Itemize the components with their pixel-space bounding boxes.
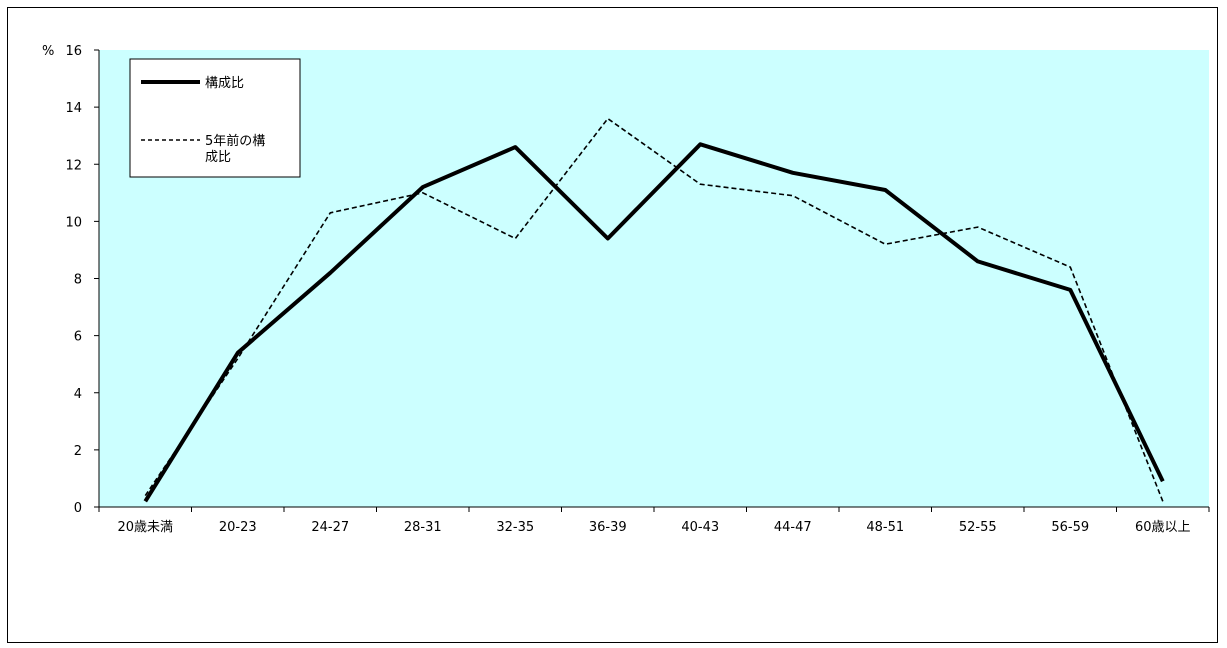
x-tick-label-5: 36-39 bbox=[589, 520, 627, 535]
y-tick-label-12: 12 bbox=[65, 158, 82, 173]
y-tick-label-10: 10 bbox=[65, 215, 82, 230]
y-tick-label-14: 14 bbox=[65, 101, 82, 116]
y-axis-label: % bbox=[42, 44, 54, 59]
x-tick-label-1: 20-23 bbox=[219, 520, 257, 535]
x-tick-label-8: 48-51 bbox=[866, 520, 904, 535]
x-tick-label-2: 24-27 bbox=[311, 520, 349, 535]
y-tick-label-6: 6 bbox=[74, 330, 82, 345]
x-tick-label-6: 40-43 bbox=[681, 520, 719, 535]
legend-label-0: 構成比 bbox=[205, 76, 244, 91]
y-tick-label-8: 8 bbox=[74, 273, 82, 288]
legend-box bbox=[129, 58, 301, 178]
x-tick-label-9: 52-55 bbox=[959, 520, 997, 535]
series-group bbox=[143, 117, 1165, 503]
x-tick-label-7: 44-47 bbox=[774, 520, 812, 535]
x-tick-label-10: 56-59 bbox=[1051, 520, 1089, 535]
x-tick-label-0: 20歳未満 bbox=[117, 520, 173, 535]
x-tick-label-3: 28-31 bbox=[404, 520, 442, 535]
y-tick-label-4: 4 bbox=[74, 387, 82, 402]
y-tick-label-2: 2 bbox=[74, 444, 82, 459]
legend: 構成比 5年前の構 成比 bbox=[129, 58, 301, 178]
y-tick-label-0: 0 bbox=[74, 501, 82, 516]
y-tick-label-16: 16 bbox=[65, 44, 82, 59]
axes: 0 2 4 6 8 10 12 14 16% 20歳未満 20-23 24-27 28-31 32-35 3… bbox=[42, 44, 1210, 535]
legend-label-1: 5年前の構 成比 bbox=[205, 133, 269, 165]
series-line-0 bbox=[143, 142, 1165, 503]
x-tick-label-4: 32-35 bbox=[496, 520, 534, 535]
x-tick-label-11: 60歳以上 bbox=[1135, 520, 1191, 535]
